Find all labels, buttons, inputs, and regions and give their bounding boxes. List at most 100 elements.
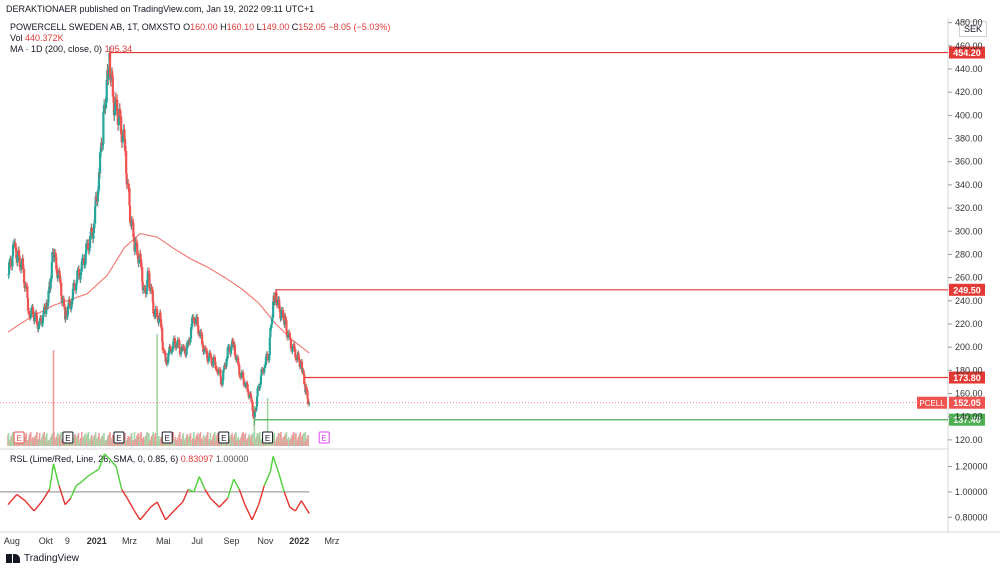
candle-body xyxy=(263,367,266,373)
volume-bar xyxy=(301,435,304,446)
rsl-segment xyxy=(263,471,272,486)
candle-body xyxy=(238,364,241,375)
candle-body xyxy=(188,339,191,343)
y-tick-label: 180.00 xyxy=(955,365,983,375)
candle-body xyxy=(88,235,92,248)
ohlc-close-value: 152.05 xyxy=(298,22,326,32)
rsl-segment xyxy=(165,510,175,521)
volume-bar xyxy=(55,437,58,446)
volume-bar xyxy=(112,435,114,446)
candle-body xyxy=(253,416,256,418)
volume-bar xyxy=(242,432,244,446)
candle-body xyxy=(122,129,125,136)
earnings-marker-label: E xyxy=(116,434,121,443)
candle-body xyxy=(75,283,78,291)
y-tick-label: 160.00 xyxy=(955,389,983,399)
y-tick-label: 200.00 xyxy=(955,342,983,352)
tradingview-logo[interactable]: TradingView xyxy=(6,553,79,564)
candle-body xyxy=(180,346,183,352)
y-tick-label: 460.00 xyxy=(955,41,983,51)
rsl-segment xyxy=(104,453,111,460)
candle-body xyxy=(179,351,183,355)
ohlc-close-label: C xyxy=(291,22,299,32)
volume-bar xyxy=(206,432,209,446)
candle-body xyxy=(45,302,48,307)
candle-body xyxy=(301,370,304,372)
candle-body xyxy=(88,247,91,251)
candle-body xyxy=(141,281,144,291)
y-tick-label: 380.00 xyxy=(955,134,983,144)
earnings-marker-label: E xyxy=(165,434,170,443)
volume-bar xyxy=(133,432,136,446)
volume-bar xyxy=(90,435,93,446)
candle-body xyxy=(71,288,74,301)
candle-body xyxy=(128,205,132,223)
candle-body xyxy=(16,255,19,263)
candle-body xyxy=(291,346,294,352)
volume-bar xyxy=(287,437,290,446)
candle-body xyxy=(131,220,134,223)
volume-bar xyxy=(307,435,309,446)
ohlc-high-label: H xyxy=(220,22,227,32)
candle-body xyxy=(144,288,147,295)
volume-bar xyxy=(234,434,236,446)
ma-label: MA · 1D (200, close, 0) xyxy=(10,44,103,54)
candle-body xyxy=(268,355,271,361)
candle-body xyxy=(285,320,288,331)
ma200-line xyxy=(7,233,310,354)
volume-spike xyxy=(266,398,269,446)
volume-bar xyxy=(305,439,308,446)
volume-bar xyxy=(290,438,292,446)
candle-body xyxy=(178,340,181,349)
candle-body xyxy=(250,397,253,402)
volume-bar xyxy=(278,442,281,446)
rsl-segment xyxy=(52,463,60,486)
candle-body xyxy=(191,317,194,327)
volume-bar xyxy=(134,439,137,446)
candle-body xyxy=(212,356,215,361)
volume-bar xyxy=(39,440,42,446)
candle-body xyxy=(39,318,42,320)
earnings-marker xyxy=(262,431,274,444)
candle-body xyxy=(146,271,149,280)
candle-body xyxy=(219,376,223,385)
volume-bar xyxy=(180,439,183,446)
rsl-segment xyxy=(198,476,206,490)
y-tick-label: 320.00 xyxy=(955,203,983,213)
candle-body xyxy=(109,77,112,81)
candle-body xyxy=(49,278,52,289)
currency-badge[interactable]: SEK xyxy=(959,21,987,37)
candle-body xyxy=(207,357,210,362)
candle-body xyxy=(247,391,250,398)
candle-body xyxy=(264,356,268,366)
rsl-segment xyxy=(173,501,184,512)
candle-body xyxy=(289,340,292,349)
candle-body xyxy=(184,353,187,356)
candle-body xyxy=(154,308,157,316)
volume-bar xyxy=(138,442,140,446)
candle-body xyxy=(85,243,88,254)
candle-body xyxy=(137,259,141,264)
candle-body xyxy=(261,369,264,371)
rsl-segment xyxy=(7,493,18,506)
candle-body xyxy=(215,368,218,370)
volume-bar xyxy=(100,436,103,446)
candle-body xyxy=(114,98,117,111)
volume-bar xyxy=(34,436,36,446)
candle-body xyxy=(210,357,213,365)
volume-bar xyxy=(189,433,192,446)
candle-body xyxy=(153,313,156,316)
rsl-segment xyxy=(41,488,51,502)
candle-body xyxy=(117,118,121,126)
candle-body xyxy=(306,398,310,405)
y-tick-label: 300.00 xyxy=(955,226,983,236)
candle-body xyxy=(73,283,76,288)
volume-bar xyxy=(245,442,247,446)
y-tick-label: 440.00 xyxy=(955,64,983,74)
volume-bar xyxy=(51,433,54,446)
volume-bar xyxy=(201,439,203,446)
last-price-box xyxy=(949,396,985,409)
rsl-segment xyxy=(58,485,66,505)
candle-body xyxy=(28,314,31,318)
